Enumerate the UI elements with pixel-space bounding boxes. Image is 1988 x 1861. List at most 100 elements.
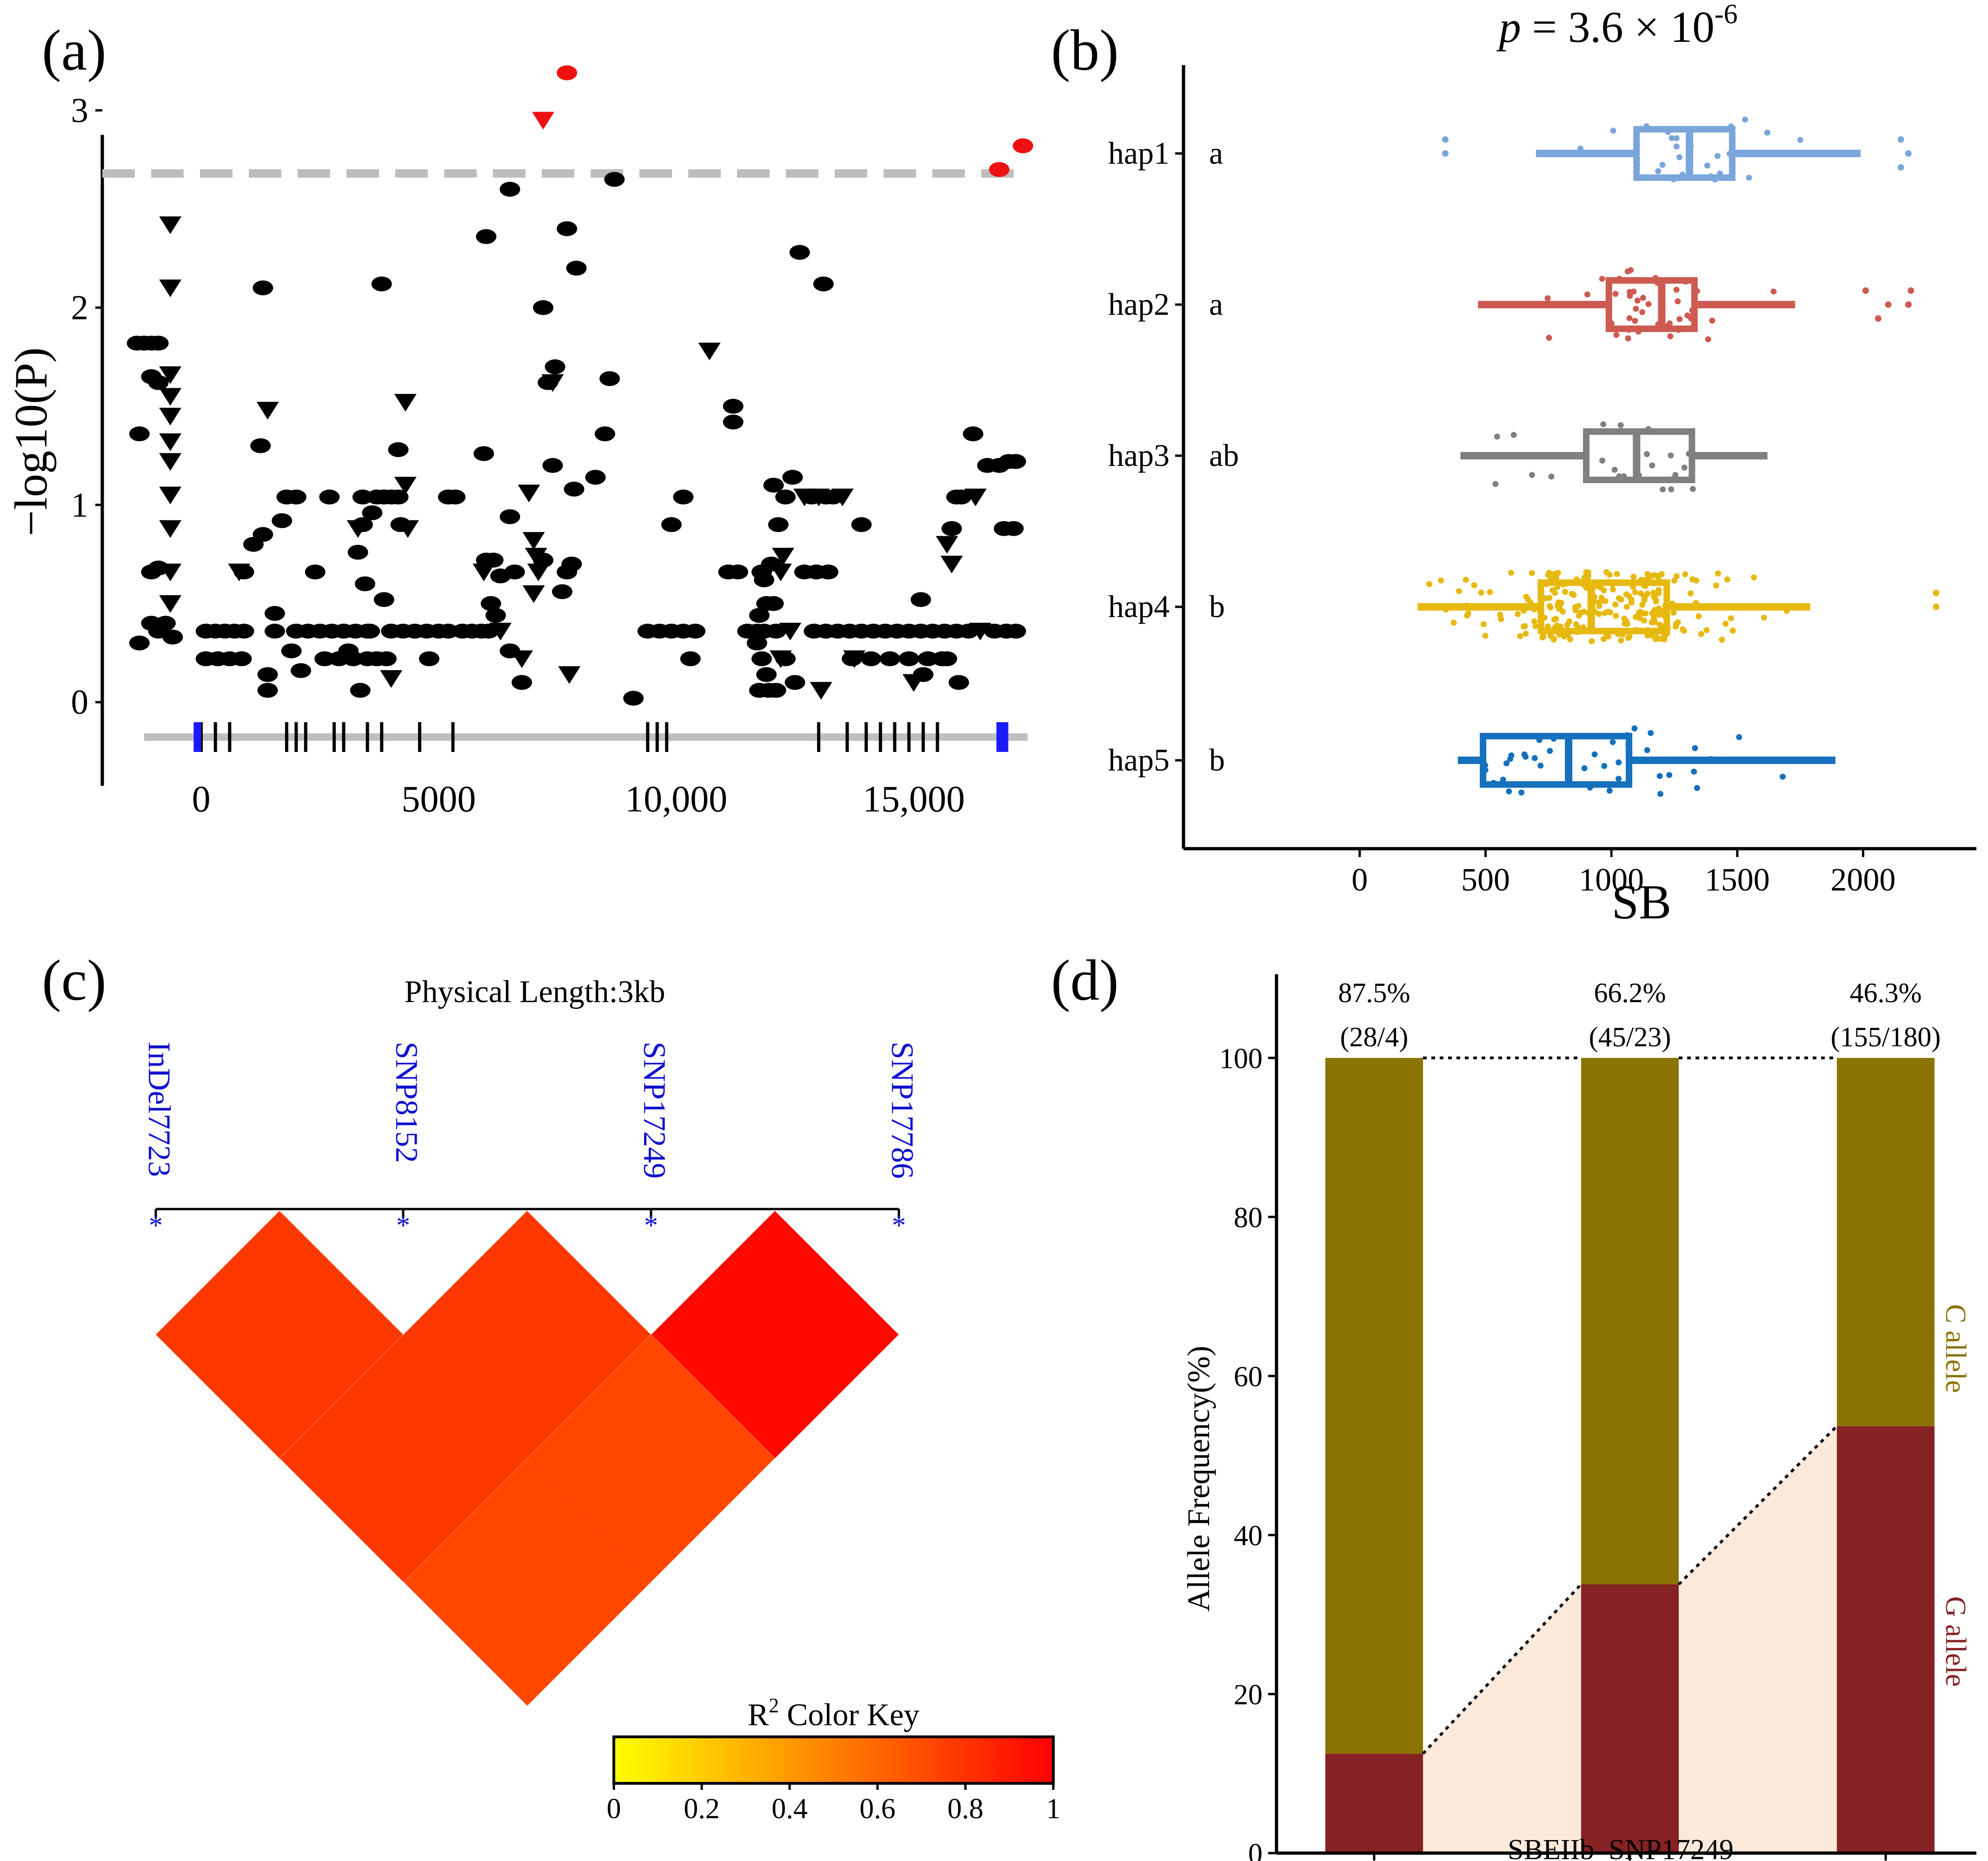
jitter-point <box>1636 472 1642 479</box>
jitter-point <box>1639 610 1645 617</box>
significance-letter: ab <box>1209 438 1239 473</box>
snp-point <box>775 489 796 505</box>
marker-flag: * <box>644 1210 658 1241</box>
jitter-point <box>1532 623 1539 630</box>
jitter-point <box>1591 594 1597 600</box>
snp-point <box>472 564 495 581</box>
jitter-point <box>1673 143 1680 150</box>
jitter-point <box>1521 751 1528 758</box>
jitter-point <box>1583 585 1589 591</box>
jitter-point <box>1708 173 1714 179</box>
outlier-point <box>1933 604 1940 610</box>
snp-point <box>359 624 380 639</box>
jitter-point <box>1649 632 1656 639</box>
jitter-point <box>1560 627 1567 634</box>
snp-point <box>148 375 169 390</box>
snp-point <box>557 221 578 236</box>
jitter-point <box>1554 584 1561 590</box>
jitter-point <box>1675 298 1681 305</box>
jitter-point <box>1561 633 1568 640</box>
jitter-point <box>1482 762 1489 768</box>
jitter-point <box>1601 587 1607 593</box>
jitter-point <box>1652 607 1658 614</box>
color-key-tick-label: 0.8 <box>947 1793 984 1825</box>
jitter-point <box>1708 756 1715 762</box>
jitter-point <box>1617 422 1624 428</box>
x-tick-label: 0 <box>1351 862 1368 898</box>
jitter-point <box>1605 608 1611 615</box>
snp-point <box>1003 521 1024 536</box>
jitter-point <box>1681 464 1688 471</box>
jitter-point <box>1630 573 1637 580</box>
snp-point <box>438 624 459 639</box>
bar-g-allele <box>1581 1584 1679 1853</box>
jitter-point <box>1688 590 1694 597</box>
marker-name: InDel7723 <box>142 1042 177 1177</box>
jitter-point <box>1642 583 1649 589</box>
snp-point <box>911 592 931 607</box>
jitter-point <box>1550 636 1557 643</box>
snp-point <box>936 536 958 554</box>
y-tick-label: 1 <box>71 486 89 525</box>
jitter-point <box>1649 462 1656 469</box>
chart-title: p = 3.6 × 10-6 <box>1496 0 1737 52</box>
jitter-point <box>1612 291 1619 297</box>
jitter-point <box>1508 570 1514 576</box>
color-key-tick-label: 0.6 <box>859 1793 896 1825</box>
snp-point <box>314 651 335 666</box>
jitter-point <box>1652 275 1659 281</box>
jitter-point <box>1531 755 1538 761</box>
jitter-point <box>1643 451 1650 458</box>
snp-point <box>159 388 182 406</box>
jitter-point <box>1503 760 1510 766</box>
snp-point <box>338 643 359 658</box>
jitter-point <box>1628 599 1635 606</box>
jitter-point <box>1478 589 1484 596</box>
jitter-point <box>1577 146 1584 152</box>
snp-point <box>159 453 182 471</box>
marker-name: SNP17786 <box>885 1042 920 1179</box>
jitter-point <box>1670 176 1677 183</box>
jitter-point <box>1691 322 1697 328</box>
jitter-point <box>1463 602 1470 609</box>
significance-letter: a <box>1209 286 1223 322</box>
jitter-point <box>1546 603 1553 609</box>
snp-point <box>256 402 279 420</box>
jitter-point <box>1631 725 1638 731</box>
jitter-point <box>1728 615 1734 622</box>
jitter-point <box>1623 604 1630 610</box>
jitter-point <box>1726 151 1733 157</box>
jitter-point <box>1613 332 1620 338</box>
snp-point <box>253 280 273 296</box>
outlier-point <box>1897 136 1904 143</box>
ld-cell <box>156 1211 403 1458</box>
jitter-point <box>1612 601 1619 608</box>
bar-c-allele <box>1837 1058 1935 1426</box>
jitter-point <box>1551 617 1557 623</box>
bar-count-label: (28/4) <box>1340 1022 1409 1052</box>
jitter-point <box>1548 473 1555 480</box>
jitter-point <box>1655 574 1662 580</box>
jitter-point <box>1645 426 1652 432</box>
outlier-point <box>1905 150 1912 157</box>
jitter-point <box>1540 633 1547 640</box>
snp-point <box>362 505 383 520</box>
jitter-point <box>1614 571 1620 577</box>
jitter-point <box>1656 773 1663 779</box>
snp-point <box>727 565 748 579</box>
jitter-point <box>1658 294 1664 301</box>
jitter-point <box>1736 734 1742 740</box>
snp-point <box>542 458 563 473</box>
jitter-point <box>1641 618 1648 624</box>
x-tick-label: 2000 <box>1830 862 1895 898</box>
jitter-point <box>1586 627 1592 633</box>
jitter-point <box>1616 759 1622 765</box>
jitter-point <box>1666 772 1673 778</box>
jitter-point <box>1713 582 1719 589</box>
jitter-point <box>1583 569 1589 576</box>
snp-point <box>162 630 183 645</box>
jitter-point <box>1624 732 1630 738</box>
snp-point <box>376 651 397 666</box>
snp-point <box>789 245 810 260</box>
snp-point <box>394 394 417 412</box>
